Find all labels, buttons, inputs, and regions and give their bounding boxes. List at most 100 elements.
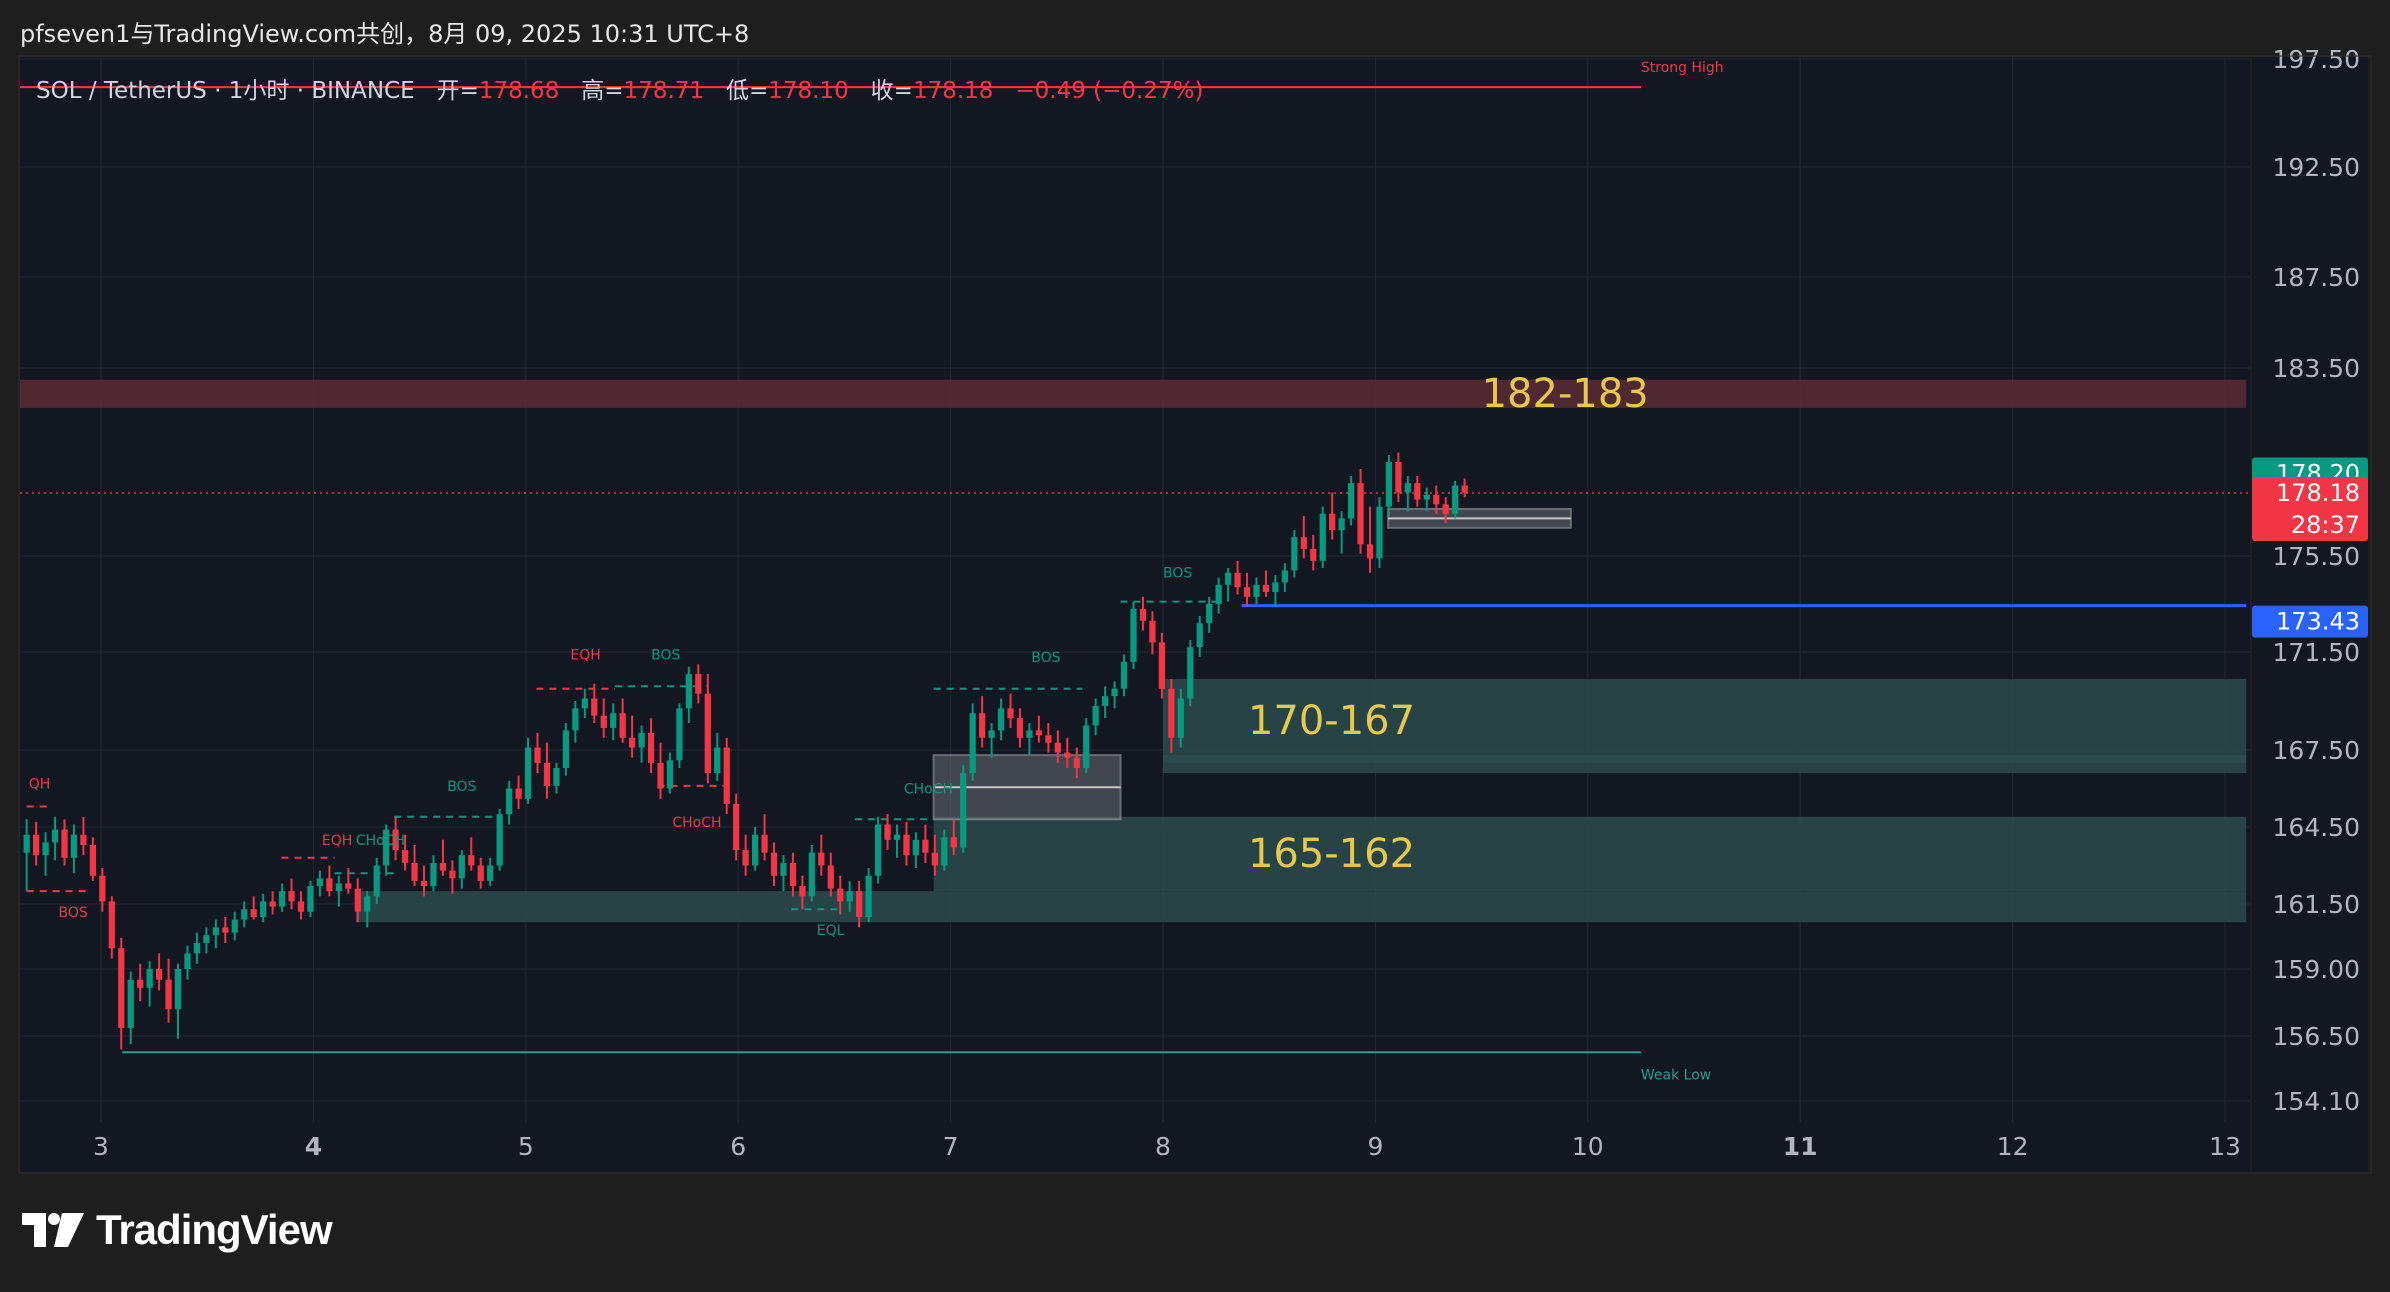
tradingview-brand: TradingView [96, 1206, 333, 1253]
candle-body [865, 875, 872, 917]
candle-body [751, 834, 759, 866]
candle-body [468, 855, 475, 866]
candle-body [137, 979, 144, 988]
candle-body [666, 760, 674, 789]
candle-body [1442, 504, 1449, 514]
candle-body [1357, 483, 1364, 545]
y-tick-label: 192.50 [2273, 153, 2360, 182]
candle-body [316, 878, 324, 887]
chart-caption: pfseven1与TradingView.com共创，8月 09, 2025 1… [20, 20, 750, 48]
candle-body [1196, 623, 1203, 648]
price-label-box [2252, 605, 2368, 638]
y-tick-label: 161.50 [2273, 890, 2360, 919]
candle-body [1300, 537, 1307, 549]
candle-body [789, 862, 797, 887]
candle-body [600, 715, 607, 728]
candle-body [647, 732, 655, 763]
candle-body [638, 732, 645, 748]
candle-body [581, 698, 588, 709]
candle-body [1007, 708, 1014, 719]
zone-label: 170-167 [1248, 698, 1415, 744]
x-tick-label: 4 [305, 1132, 322, 1161]
candle-body [487, 865, 494, 881]
candle-body [685, 674, 692, 709]
candle-body [269, 901, 276, 907]
candle-body [1168, 688, 1175, 738]
symbol-legend: SOL / TetherUS · 1小时 · BINANCE 开=178.68 … [36, 71, 1203, 105]
candle-body [1414, 483, 1421, 500]
x-tick-label: 8 [1155, 1132, 1171, 1161]
legend-low-label: 低= [725, 78, 769, 104]
candle-body [893, 834, 901, 840]
candle-body [506, 788, 513, 815]
candle-body [1073, 757, 1080, 768]
candle-body [99, 875, 106, 902]
candle-body [733, 803, 740, 851]
candle-body [723, 747, 730, 804]
candle-body [1423, 494, 1430, 500]
y-tick-label: 171.50 [2273, 638, 2360, 667]
candle-body [960, 773, 967, 848]
candle-body [1404, 483, 1411, 493]
x-tick-label: 6 [730, 1132, 746, 1161]
candle-body [70, 834, 78, 858]
candle-body [969, 713, 976, 774]
zone-rect [355, 891, 2247, 923]
legend-high-label: 高= [581, 78, 624, 104]
candle-body [260, 901, 267, 917]
candle-body [1187, 647, 1194, 699]
candle-body [988, 730, 995, 738]
candle-body [439, 862, 447, 871]
annotation-label: BOS [447, 779, 476, 795]
candle-body [1158, 642, 1166, 689]
candle-body [1291, 537, 1298, 571]
candle-body [155, 969, 163, 980]
candle-body [458, 855, 465, 879]
candle-body [127, 979, 134, 1028]
annotation-label: BOS [651, 647, 680, 663]
candle-body [184, 953, 191, 969]
candle-body [335, 883, 342, 892]
candle-body [846, 891, 853, 902]
candle-body [392, 829, 399, 851]
x-tick-label: 11 [1783, 1132, 1818, 1161]
legend-symbol[interactable]: SOL / TetherUS · 1小时 · BINANCE [36, 78, 415, 104]
candle-body [931, 852, 938, 866]
candle-body [1366, 544, 1374, 559]
candle-body [676, 708, 683, 761]
candle-body [1064, 752, 1071, 758]
candle-body [1149, 620, 1156, 643]
candle-body [912, 839, 920, 856]
tradingview-logo[interactable]: TradingView [22, 1205, 333, 1255]
candle-body [1281, 570, 1288, 583]
price-label-countdown: 28:37 [2291, 511, 2360, 539]
candle-body [430, 862, 437, 887]
candle-body [307, 886, 314, 912]
candle-body [51, 829, 59, 843]
candle-body [1120, 661, 1128, 689]
candle-body [118, 948, 125, 1028]
candle-body [572, 708, 579, 731]
candle-body [884, 824, 891, 840]
candle-body [411, 862, 418, 881]
x-tick-label: 5 [518, 1132, 534, 1161]
legend-close-label: 收= [870, 78, 913, 104]
candle-body [1016, 718, 1024, 738]
candle-body [742, 850, 749, 866]
candle-body [950, 837, 957, 848]
candle-body [297, 901, 305, 912]
candle-body [1206, 604, 1213, 624]
candle-body [1338, 518, 1345, 531]
candle-body [1272, 582, 1279, 592]
candle-body [761, 834, 768, 853]
candle-body [345, 883, 352, 889]
candle-body [1310, 548, 1317, 561]
candle-body [1045, 735, 1052, 743]
candle-body [1262, 584, 1270, 592]
candle-body [23, 834, 30, 853]
candle-body [524, 747, 532, 799]
candle-body [1092, 705, 1099, 726]
zone-rect [20, 379, 2247, 408]
candle-body [1111, 688, 1118, 697]
